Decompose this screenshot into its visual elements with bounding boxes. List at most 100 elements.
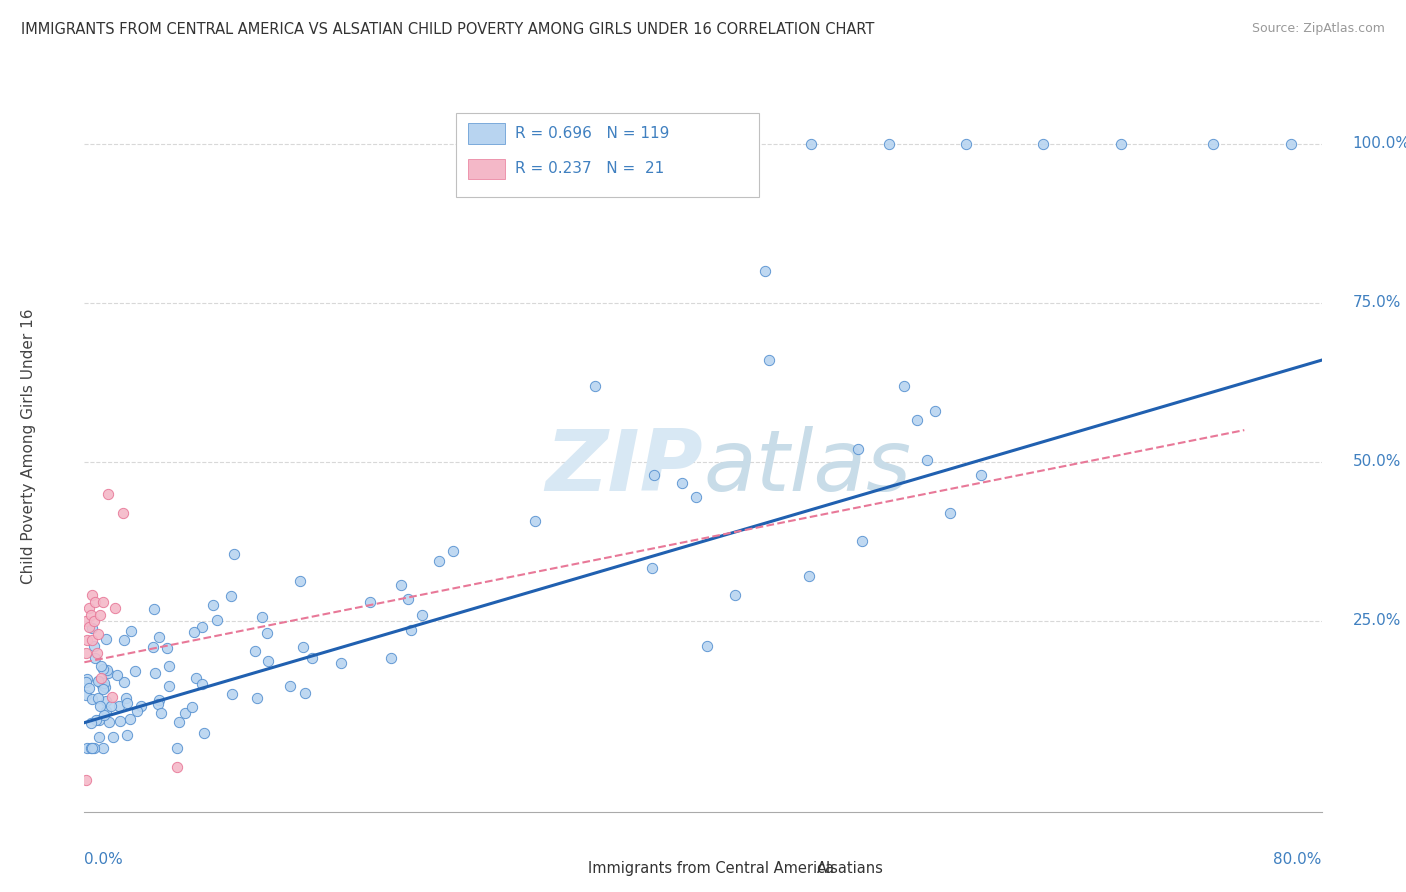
Point: [101, 690, 124, 705]
Point: [76, 672, 98, 686]
Point: [80, 740, 103, 755]
Point: [441, 544, 464, 558]
Point: [970, 467, 993, 482]
Point: [82, 589, 104, 603]
Point: [583, 378, 606, 392]
Point: [97, 666, 120, 681]
Point: [723, 588, 745, 602]
Text: 75.0%: 75.0%: [1353, 295, 1400, 310]
Point: [89, 607, 111, 622]
Point: [800, 136, 823, 151]
Point: [643, 467, 665, 482]
Point: [955, 136, 977, 151]
Point: [696, 639, 718, 653]
Point: [1032, 136, 1054, 151]
Point: [112, 506, 135, 520]
Point: [758, 353, 780, 368]
Point: [221, 687, 243, 701]
Point: [90, 658, 112, 673]
Point: [219, 589, 242, 603]
Point: [143, 602, 166, 616]
Point: [905, 413, 928, 427]
Point: [411, 607, 433, 622]
Text: IMMIGRANTS FROM CENTRAL AMERICA VS ALSATIAN CHILD POVERTY AMONG GIRLS UNDER 16 C: IMMIGRANTS FROM CENTRAL AMERICA VS ALSAT…: [21, 22, 875, 37]
Point: [1279, 136, 1302, 151]
Point: [205, 613, 228, 627]
Point: [117, 728, 139, 742]
Point: [396, 591, 419, 606]
Point: [87, 690, 110, 705]
Point: [754, 264, 776, 278]
Point: [120, 624, 142, 638]
Point: [84, 713, 107, 727]
Point: [186, 671, 208, 685]
Point: [75, 772, 97, 787]
Text: 25.0%: 25.0%: [1353, 614, 1400, 628]
Point: [80, 621, 103, 635]
Point: [82, 691, 104, 706]
Point: [77, 681, 100, 695]
Point: [157, 679, 180, 693]
Point: [166, 760, 188, 774]
Point: [124, 664, 146, 678]
Point: [83, 614, 105, 628]
Point: [181, 699, 204, 714]
Point: [118, 712, 141, 726]
Point: [83, 741, 105, 756]
Point: [87, 730, 110, 744]
Point: [1202, 136, 1225, 151]
Point: [193, 725, 215, 739]
Point: [877, 136, 900, 151]
Point: [330, 656, 353, 670]
Point: [89, 699, 111, 714]
Point: [191, 620, 214, 634]
Point: [108, 714, 131, 728]
Point: [127, 704, 149, 718]
Point: [427, 554, 450, 568]
Point: [183, 624, 205, 639]
Point: [82, 632, 104, 647]
Point: [924, 404, 946, 418]
Point: [939, 506, 962, 520]
Point: [641, 561, 664, 575]
Text: Source: ZipAtlas.com: Source: ZipAtlas.com: [1251, 22, 1385, 36]
Point: [115, 690, 138, 705]
Point: [243, 644, 266, 658]
Point: [201, 598, 224, 612]
Point: [83, 651, 105, 665]
Point: [167, 715, 190, 730]
Point: [87, 626, 110, 640]
Point: [91, 741, 114, 756]
Point: [89, 713, 111, 727]
Point: [797, 568, 820, 582]
Point: [257, 654, 280, 668]
FancyBboxPatch shape: [468, 123, 505, 144]
Point: [77, 601, 100, 615]
Point: [87, 673, 110, 688]
Point: [94, 704, 117, 718]
Point: [112, 674, 135, 689]
FancyBboxPatch shape: [456, 113, 759, 197]
Point: [79, 607, 101, 622]
Point: [156, 640, 179, 655]
Point: [399, 623, 422, 637]
Point: [915, 452, 938, 467]
Point: [94, 632, 117, 646]
Text: R = 0.696   N = 119: R = 0.696 N = 119: [515, 126, 669, 141]
Point: [290, 574, 312, 588]
Point: [250, 610, 273, 624]
Text: 100.0%: 100.0%: [1353, 136, 1406, 152]
Point: [94, 680, 117, 694]
Point: [148, 630, 170, 644]
Point: [685, 490, 707, 504]
Point: [661, 136, 683, 151]
Point: [107, 667, 129, 681]
Text: Child Poverty Among Girls Under 16: Child Poverty Among Girls Under 16: [21, 309, 37, 583]
Point: [671, 475, 693, 490]
Point: [93, 682, 115, 697]
Point: [359, 595, 381, 609]
Point: [150, 706, 173, 721]
Point: [82, 741, 104, 756]
Point: [75, 614, 97, 628]
Point: [79, 716, 101, 731]
